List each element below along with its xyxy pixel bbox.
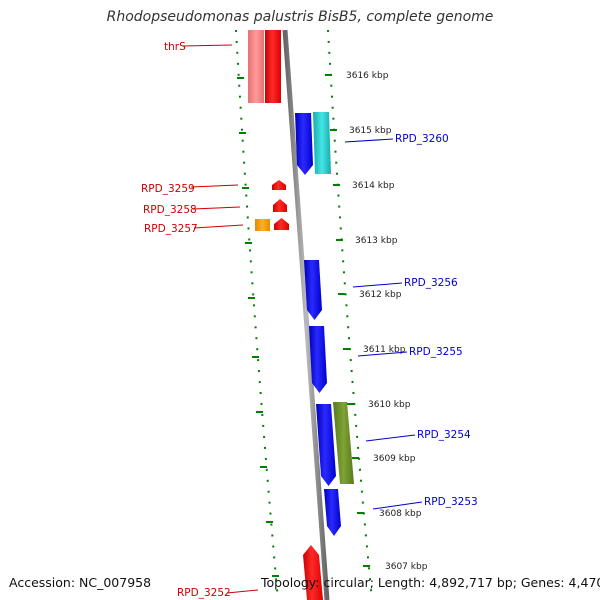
gene-RPD_3252[interactable]	[303, 545, 323, 600]
scale-tick-label: 3610 kbp	[368, 400, 411, 410]
gene-label-RPD_3253[interactable]: RPD_3253	[424, 496, 478, 508]
gene-label-RPD_3258[interactable]: RPD_3258	[143, 204, 197, 216]
inner-dotted-track	[235, 29, 279, 600]
gene-label-RPD_3259[interactable]: RPD_3259	[141, 183, 195, 195]
gene-RPD_3254[interactable]	[316, 404, 336, 486]
scale-tick-label: 3616 kbp	[346, 71, 389, 81]
genome-backbone	[282, 29, 330, 600]
leader-line-RPD_3259	[190, 184, 239, 188]
scale-tick-label: 3608 kbp	[379, 509, 422, 519]
gene-RPD_3258[interactable]	[273, 199, 287, 212]
accession-text: Accession: NC_007958	[9, 575, 152, 590]
gene-thrS-pink[interactable]	[248, 30, 264, 103]
scale-tick-label: 3609 kbp	[373, 454, 416, 464]
gene-RPD_3257[interactable]	[274, 218, 289, 230]
leader-line-RPD_3257	[193, 224, 244, 229]
scale-tick-label: 3615 kbp	[349, 126, 392, 136]
leader-line-RPD_3253	[372, 501, 423, 510]
gene-blue-3615[interactable]	[295, 113, 313, 175]
scale-tick-label: 3613 kbp	[355, 236, 398, 246]
gene-label-RPD_3254[interactable]: RPD_3254	[417, 429, 471, 441]
leader-line-RPD_3256	[352, 282, 403, 288]
leader-line-RPD_3254	[365, 434, 416, 442]
scale-tick-label: 3614 kbp	[352, 181, 395, 191]
gene-label-RPD_3257[interactable]: RPD_3257	[144, 223, 198, 235]
gene-RPD_3260[interactable]	[313, 112, 331, 174]
gene-label-RPD_3256[interactable]: RPD_3256	[404, 277, 458, 289]
gene-RPD_3253[interactable]	[324, 489, 341, 536]
scale-tick-label: 3611 kbp	[363, 345, 406, 355]
leader-line-RPD_3258	[192, 206, 241, 210]
leader-line-RPD_3255	[357, 351, 408, 357]
outer-dotted-track	[327, 29, 373, 600]
leader-line-RPD_3252	[226, 589, 259, 594]
topology-text: Topology: circular; Length: 4,892,717 bp…	[261, 575, 600, 590]
leader-line-thrS	[182, 44, 233, 47]
gene-label-RPD_3255[interactable]: RPD_3255	[409, 346, 463, 358]
scale-tick-label: 3607 kbp	[385, 562, 428, 572]
gene-RPD_3259[interactable]	[272, 180, 286, 190]
gene-olive-3254[interactable]	[333, 402, 354, 484]
gene-label-RPD_3260[interactable]: RPD_3260	[395, 133, 449, 145]
scale-tick-label: 3612 kbp	[359, 290, 402, 300]
gene-label-RPD_3252[interactable]: RPD_3252	[177, 587, 231, 599]
gene-RPD_3255[interactable]	[309, 326, 327, 393]
map-title: Rhodopseudomonas palustris BisB5, comple…	[106, 9, 494, 25]
gene-thrS[interactable]	[265, 30, 281, 103]
gene-label-thrS[interactable]: thrS	[164, 41, 186, 53]
gene-RPD_3256[interactable]	[304, 260, 322, 320]
leader-line-RPD_3260	[344, 138, 394, 143]
gene-orange-3257[interactable]	[255, 219, 270, 231]
